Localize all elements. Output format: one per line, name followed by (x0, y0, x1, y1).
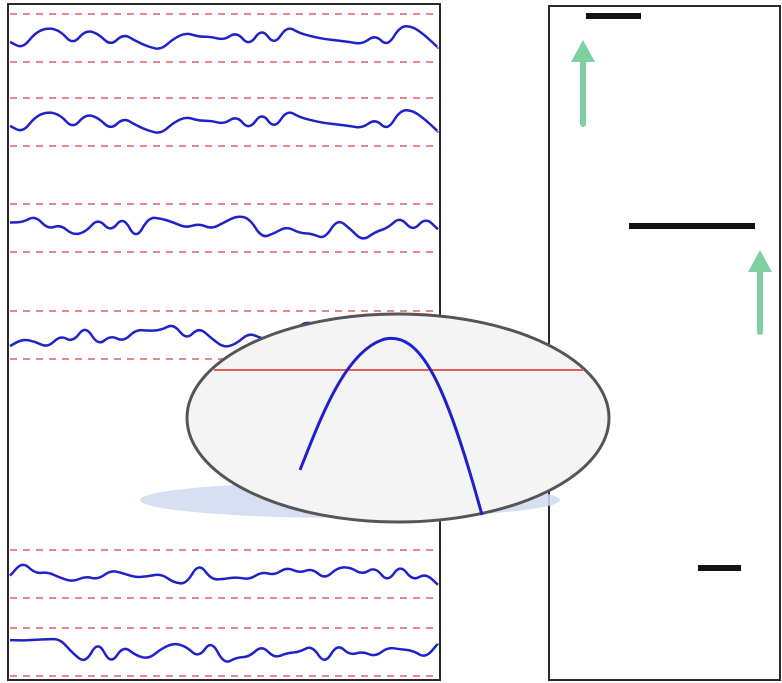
magnified-peak-curve (298, 336, 484, 516)
up-arrow-2 (748, 250, 772, 335)
up-arrow-1 (571, 40, 595, 127)
magnifier-lens (185, 312, 611, 524)
right-panel-frame (548, 5, 781, 681)
signal-trace-3 (9, 215, 439, 240)
signal-trace-6 (9, 637, 440, 663)
signal-trace-5 (9, 563, 439, 586)
signal-traces (9, 13, 440, 677)
signal-trace-2 (9, 109, 440, 134)
signal-trace-1 (9, 25, 440, 50)
